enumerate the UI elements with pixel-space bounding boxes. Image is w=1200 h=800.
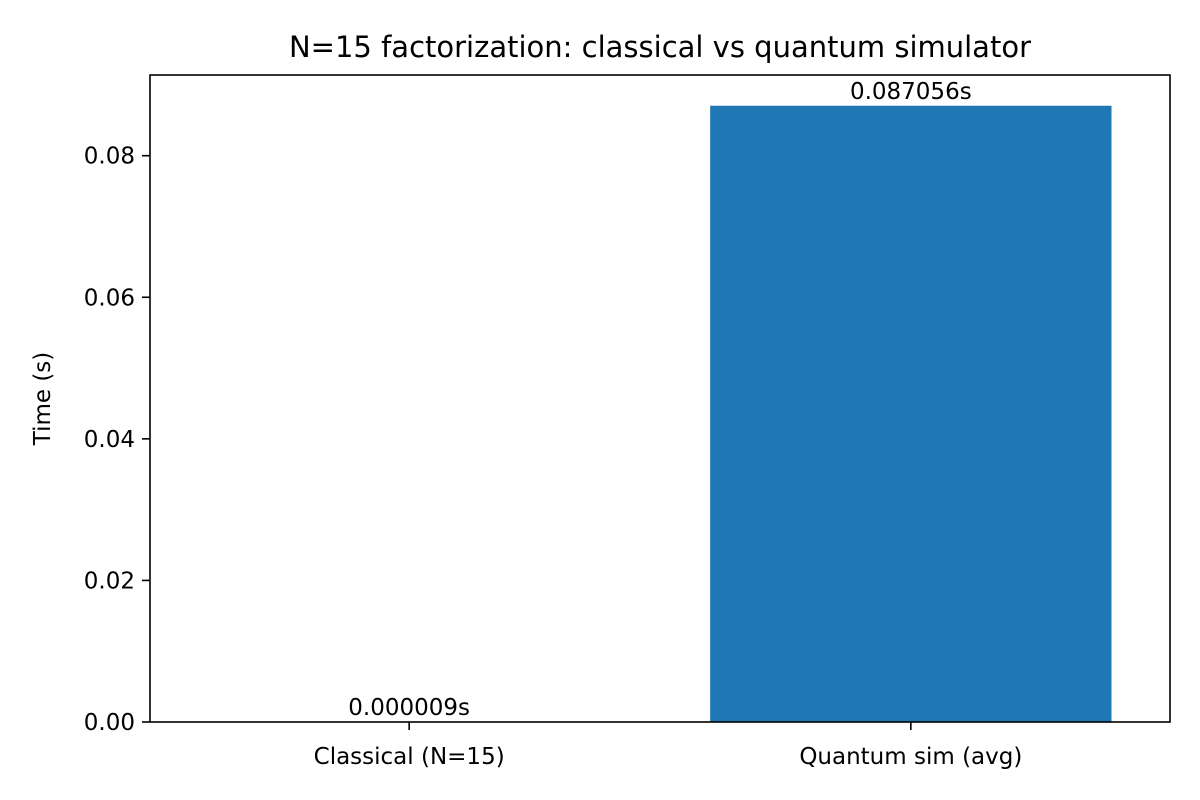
y-tick-label-1: 0.02 [84, 568, 135, 594]
bar-1 [710, 105, 1112, 723]
data-label-0: 0.000009s [348, 695, 470, 721]
data-label-1: 0.087056s [850, 79, 972, 105]
y-axis-ticks: 0.00 0.02 0.04 0.06 0.08 [84, 144, 150, 736]
bars-group [208, 105, 1112, 723]
plot-frame [149, 74, 1171, 723]
x-tick-label-1: Quantum sim (avg) [799, 744, 1022, 770]
data-labels-group: 0.000009s 0.087056s [348, 79, 971, 721]
x-axis-ticks: Classical (N=15) Quantum sim (avg) [314, 722, 1022, 770]
y-tick-label-3: 0.06 [84, 285, 135, 311]
y-axis-label: Time (s) [30, 352, 56, 447]
y-tick-label-4: 0.08 [84, 144, 135, 170]
x-tick-label-0: Classical (N=15) [314, 744, 505, 770]
chart-title: N=15 factorization: classical vs quantum… [289, 30, 1031, 64]
y-tick-label-0: 0.00 [84, 710, 135, 736]
y-tick-label-2: 0.04 [84, 427, 135, 453]
